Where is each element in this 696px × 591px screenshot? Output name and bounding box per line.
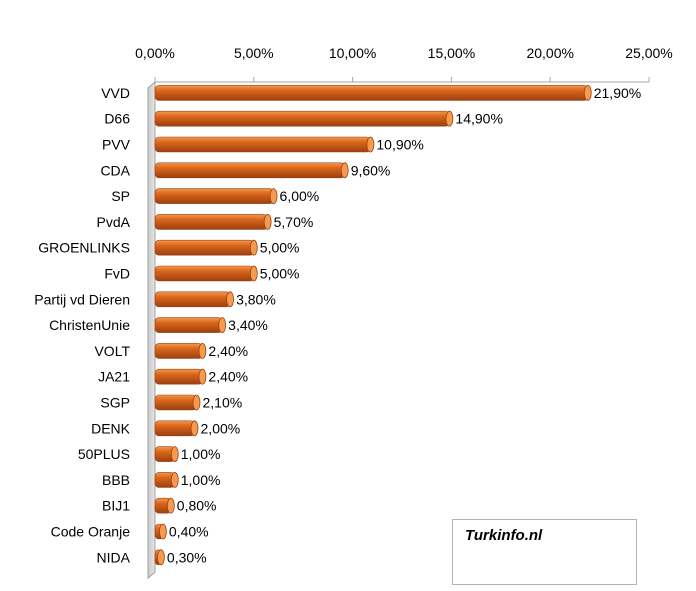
category-label: CDA bbox=[100, 162, 130, 178]
data-label: 3,80% bbox=[236, 291, 276, 307]
bar bbox=[154, 214, 268, 230]
bar bbox=[154, 420, 195, 437]
data-label: 21,90% bbox=[594, 85, 641, 101]
bar bbox=[154, 162, 345, 179]
data-label: 5,70% bbox=[274, 214, 314, 230]
data-label: 0,30% bbox=[167, 549, 207, 565]
bar-end-cap bbox=[159, 523, 167, 540]
bar-end-cap bbox=[249, 265, 258, 282]
data-label: 2,40% bbox=[208, 343, 248, 359]
bar-end-cap bbox=[445, 110, 454, 127]
axis-layer: 0,00% 5,00% 10,00% 15,00% 20,00% 25,00% bbox=[135, 45, 673, 580]
bar bbox=[154, 368, 203, 385]
side-wall bbox=[147, 80, 156, 580]
data-label: 5,00% bbox=[260, 266, 300, 282]
bar-end-cap bbox=[249, 239, 258, 256]
bar-end-cap bbox=[226, 291, 234, 308]
bar bbox=[154, 394, 197, 411]
data-label: 0,80% bbox=[177, 498, 217, 514]
bar-end-cap bbox=[218, 317, 227, 334]
x-tick-label: 0,00% bbox=[135, 45, 175, 61]
category-label: 50PLUS bbox=[78, 446, 130, 462]
data-label: 2,00% bbox=[201, 420, 241, 436]
bar-end-cap bbox=[366, 136, 375, 153]
category-label: VOLT bbox=[94, 343, 130, 359]
bar bbox=[154, 343, 203, 359]
data-label: 10,90% bbox=[376, 137, 423, 153]
bar-end-cap bbox=[166, 497, 175, 514]
bar bbox=[154, 265, 255, 282]
bar-end-cap bbox=[198, 368, 207, 385]
data-label: 2,10% bbox=[202, 395, 242, 411]
category-label: PvdA bbox=[97, 214, 131, 230]
watermark-text: Turkinfo.nl bbox=[465, 527, 543, 544]
bars-layer bbox=[154, 85, 592, 566]
bar bbox=[154, 291, 231, 308]
bar-end-cap bbox=[157, 549, 165, 566]
bar bbox=[154, 239, 255, 256]
data-label: 14,90% bbox=[455, 111, 502, 127]
bar bbox=[154, 188, 274, 204]
bar-end-cap bbox=[583, 85, 592, 101]
data-label: 1,00% bbox=[181, 472, 221, 488]
bar-end-cap bbox=[198, 342, 207, 359]
bar-end-cap bbox=[192, 394, 201, 411]
category-label: PVV bbox=[102, 137, 131, 153]
data-label: 0,40% bbox=[169, 524, 209, 540]
category-label: ChristenUnie bbox=[49, 317, 130, 333]
category-label: BIJ1 bbox=[102, 498, 130, 514]
bar-end-cap bbox=[190, 420, 199, 437]
category-label: VVD bbox=[101, 85, 130, 101]
category-label: FvD bbox=[104, 266, 130, 282]
category-label: Code Oranje bbox=[51, 524, 131, 540]
x-tick-label: 20,00% bbox=[526, 45, 573, 61]
x-tick-label: 25,00% bbox=[625, 45, 672, 61]
bar-end-cap bbox=[170, 446, 179, 463]
category-label: NIDA bbox=[97, 549, 131, 565]
bar-end-cap bbox=[263, 213, 272, 230]
data-label: 9,60% bbox=[351, 162, 391, 178]
data-label: 1,00% bbox=[181, 446, 221, 462]
category-label: Partij vd Dieren bbox=[34, 291, 130, 307]
category-label: SGP bbox=[100, 395, 130, 411]
bar-end-cap bbox=[170, 471, 179, 488]
category-label: GROENLINKS bbox=[38, 240, 130, 256]
bar-end-cap bbox=[269, 188, 278, 205]
x-tick-label: 5,00% bbox=[234, 45, 274, 61]
category-label: SP bbox=[111, 188, 130, 204]
watermark-box: Turkinfo.nl bbox=[452, 519, 637, 585]
category-label: JA21 bbox=[98, 369, 130, 385]
data-label: 6,00% bbox=[280, 188, 320, 204]
x-tick-label: 10,00% bbox=[329, 45, 376, 61]
category-label: DENK bbox=[91, 420, 131, 436]
bar bbox=[154, 85, 589, 101]
data-label: 5,00% bbox=[260, 240, 300, 256]
bar bbox=[154, 110, 450, 127]
x-tick-label: 15,00% bbox=[428, 45, 475, 61]
bar bbox=[154, 317, 223, 333]
bar-end-cap bbox=[340, 162, 349, 179]
category-label: D66 bbox=[104, 111, 130, 127]
category-label: BBB bbox=[102, 472, 130, 488]
data-label: 3,40% bbox=[228, 317, 268, 333]
data-label: 2,40% bbox=[208, 369, 248, 385]
labels-layer: VVD 21,90% D66 14,90% PVV 10,90% CDA 9,60% SP 6,0… bbox=[34, 85, 641, 565]
bar bbox=[154, 136, 371, 153]
